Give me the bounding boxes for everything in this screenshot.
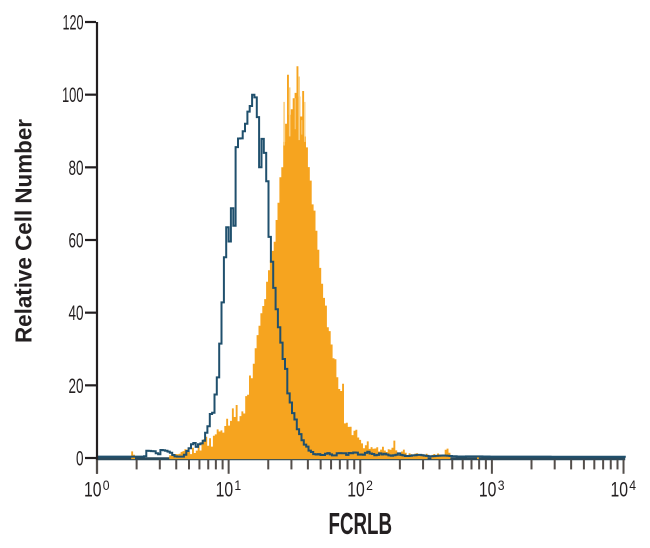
svg-text:40: 40 <box>69 301 84 325</box>
svg-text:120: 120 <box>63 11 84 35</box>
svg-text:3: 3 <box>498 478 505 493</box>
svg-text:10: 10 <box>216 478 234 502</box>
svg-text:1: 1 <box>234 478 241 493</box>
svg-text:20: 20 <box>69 374 84 398</box>
svg-text:2: 2 <box>366 478 373 493</box>
svg-text:Relative Cell Number: Relative Cell Number <box>11 119 37 343</box>
svg-text:80: 80 <box>69 156 84 180</box>
svg-text:FCRLB: FCRLB <box>329 507 393 541</box>
svg-text:100: 100 <box>62 83 84 107</box>
svg-text:10: 10 <box>611 478 629 502</box>
svg-text:0: 0 <box>103 478 110 493</box>
svg-text:10: 10 <box>347 478 365 502</box>
svg-text:0: 0 <box>76 447 84 471</box>
svg-text:10: 10 <box>84 478 102 502</box>
svg-text:4: 4 <box>629 478 636 493</box>
svg-text:10: 10 <box>479 478 497 502</box>
svg-text:60: 60 <box>69 229 84 253</box>
